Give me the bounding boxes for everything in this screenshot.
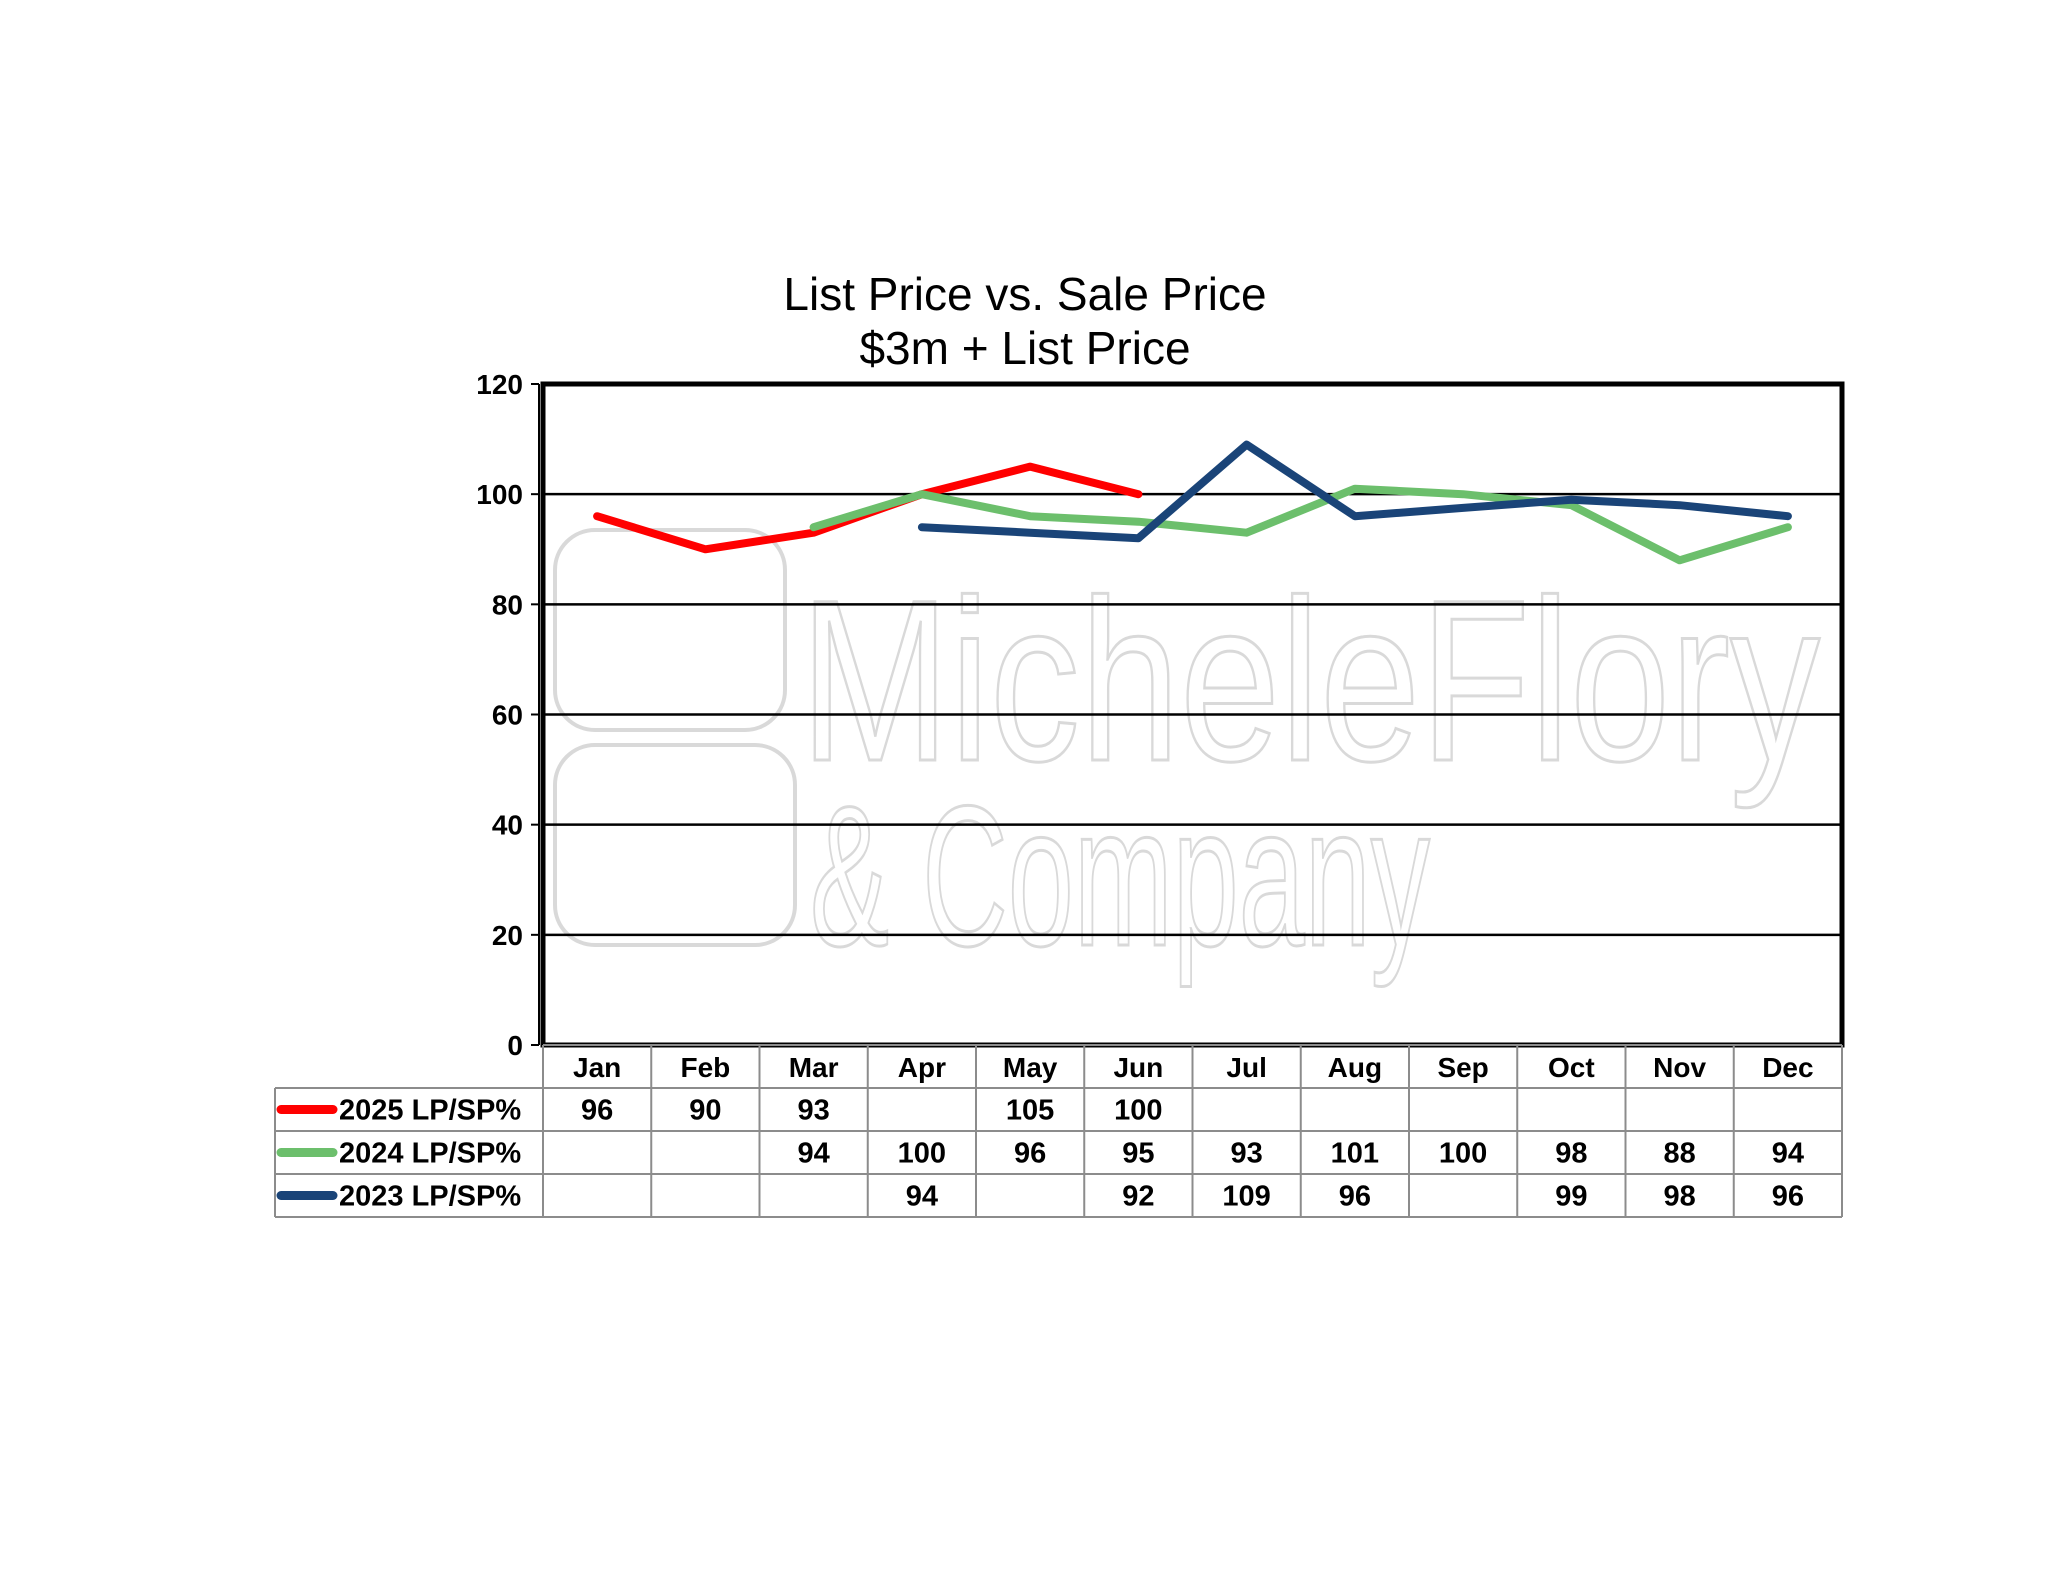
series-line-2023 <box>917 440 1792 543</box>
x-tick-label: Aug <box>1328 1052 1382 1083</box>
y-tick-label: 0 <box>507 1030 523 1061</box>
y-tick-label: 80 <box>492 589 523 620</box>
data-label: 90 <box>689 1095 721 1127</box>
data-label: 88 <box>1663 1138 1695 1170</box>
legend-label: 2024 LP/SP% <box>339 1138 521 1170</box>
y-tick-label: 120 <box>476 369 523 400</box>
gridlines <box>543 492 1842 937</box>
watermark-logo-mark <box>553 743 797 947</box>
data-label: 101 <box>1331 1138 1379 1170</box>
y-tick-label: 100 <box>476 479 523 510</box>
series-lines <box>593 440 1792 565</box>
data-label: 96 <box>1339 1181 1371 1213</box>
x-tick-label: Apr <box>898 1052 946 1083</box>
data-label: 100 <box>1114 1095 1162 1127</box>
chart-subtitle: $3m + List Price <box>859 322 1190 374</box>
y-tick-label: 20 <box>492 920 523 951</box>
data-table: Jan Feb Mar Apr May Jun Jul Aug Sep Oct Nov Dec 2025… <box>274 1044 1843 1218</box>
x-tick-label: Nov <box>1653 1052 1706 1083</box>
x-tick-label: Jun <box>1113 1052 1163 1083</box>
x-tick-label: Oct <box>1548 1052 1595 1083</box>
data-label: 94 <box>1772 1138 1804 1170</box>
x-tick-label: Feb <box>680 1052 730 1083</box>
data-label: 99 <box>1555 1181 1587 1213</box>
data-label: 93 <box>1230 1138 1262 1170</box>
data-label: 96 <box>1014 1138 1046 1170</box>
x-tick-label: Jan <box>573 1052 621 1083</box>
legend-label: 2023 LP/SP% <box>339 1181 521 1213</box>
y-tick-label: 40 <box>492 810 523 841</box>
data-label: 109 <box>1222 1181 1270 1213</box>
watermark-text-1: MicheleFlory <box>800 552 1820 809</box>
legend-label: 2025 LP/SP% <box>339 1095 521 1127</box>
data-label: 96 <box>581 1095 613 1127</box>
chart-title: List Price vs. Sale Price <box>783 268 1266 320</box>
watermark-logo-mark <box>553 528 787 732</box>
x-tick-label: May <box>1003 1052 1058 1083</box>
y-axis: 0 20 40 60 80 100 120 <box>476 369 540 1061</box>
x-tick-label: Mar <box>789 1052 839 1083</box>
data-label: 98 <box>1555 1138 1587 1170</box>
data-label: 100 <box>1439 1138 1487 1170</box>
data-label: 95 <box>1122 1138 1154 1170</box>
data-label: 93 <box>797 1095 829 1127</box>
x-tick-label: Jul <box>1226 1052 1266 1083</box>
data-label: 94 <box>906 1181 938 1213</box>
series-line-2024 <box>809 484 1792 565</box>
data-label: 100 <box>898 1138 946 1170</box>
watermark-text-2: & Company <box>810 765 1430 988</box>
data-label: 92 <box>1122 1181 1154 1213</box>
data-label: 94 <box>797 1138 829 1170</box>
data-label: 98 <box>1663 1181 1695 1213</box>
watermark-logo: MicheleFlory & Company <box>553 528 1822 990</box>
data-label: 96 <box>1772 1181 1804 1213</box>
y-tick-label: 60 <box>492 700 523 731</box>
data-label: 105 <box>1006 1095 1054 1127</box>
x-tick-label: Sep <box>1437 1052 1488 1083</box>
x-tick-label: Dec <box>1762 1052 1813 1083</box>
